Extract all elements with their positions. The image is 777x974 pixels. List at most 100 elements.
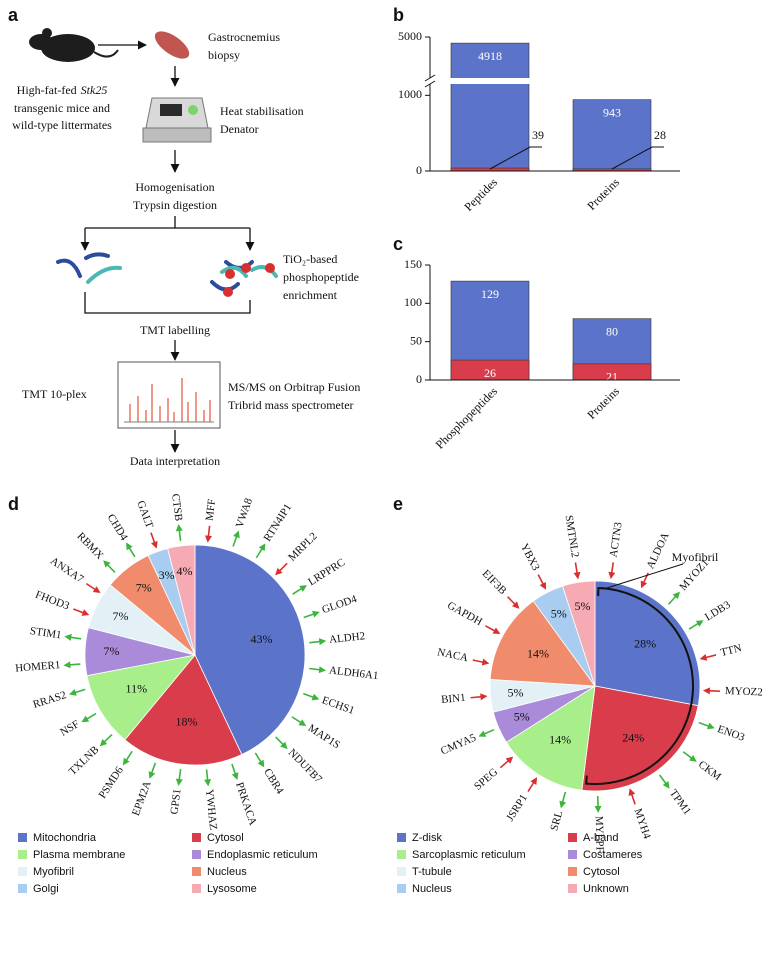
gene-label: TPM1 bbox=[667, 787, 693, 817]
regulation-arrow-head bbox=[628, 788, 636, 797]
step-text: Data interpretation bbox=[130, 454, 220, 468]
gene-label: NSF bbox=[58, 718, 81, 739]
y-tick-label: 0 bbox=[416, 372, 422, 386]
slice-label: 4% bbox=[177, 564, 193, 578]
phospho-icon bbox=[223, 263, 275, 297]
legend-swatch bbox=[18, 867, 27, 876]
legend-swatch bbox=[397, 884, 406, 893]
y-tick-label: 100 bbox=[404, 295, 422, 309]
gene-label: PSMD6 bbox=[96, 764, 126, 801]
mouse-icon bbox=[29, 28, 119, 62]
gene-label: SRL bbox=[548, 809, 565, 832]
annotation-line bbox=[605, 563, 684, 590]
step-text: MS/MS on Orbitrap Fusion bbox=[228, 380, 360, 394]
legend-swatch bbox=[192, 850, 201, 859]
regulation-arrow-head bbox=[81, 609, 90, 616]
gene-label: GLOD4 bbox=[320, 593, 358, 616]
pie-slice bbox=[489, 600, 596, 687]
panel-label: e bbox=[393, 494, 403, 514]
legend-label: Cytosol bbox=[583, 866, 620, 878]
regulation-arrow-head bbox=[318, 638, 327, 646]
y-tick-label: 0 bbox=[416, 163, 422, 177]
gene-label: MFF bbox=[204, 498, 218, 521]
slice-label: 7% bbox=[136, 581, 152, 595]
legend-label: Mitochondria bbox=[33, 832, 97, 844]
gene-name: Stk25 bbox=[81, 83, 108, 97]
regulation-arrow-head bbox=[539, 581, 546, 590]
gene-label: SMTNL2 bbox=[563, 514, 582, 558]
legend-swatch bbox=[18, 884, 27, 893]
legend-swatch bbox=[192, 833, 201, 842]
regulation-arrow-head bbox=[594, 805, 602, 813]
y-tick-label: 150 bbox=[404, 257, 422, 271]
regulation-arrow-head bbox=[69, 689, 77, 696]
gene-label: NDUFB7 bbox=[286, 747, 325, 786]
gene-label: EPM2A bbox=[130, 779, 154, 817]
gene-label: HOMER1 bbox=[15, 659, 61, 675]
callout-line bbox=[489, 146, 542, 170]
regulation-arrow-head bbox=[92, 586, 101, 593]
value-label: 21 bbox=[606, 370, 618, 384]
step-text: Trypsin digestion bbox=[133, 198, 217, 212]
slice-label: 24% bbox=[622, 730, 644, 744]
slice-label: 5% bbox=[575, 599, 591, 613]
gene-label: YBX3 bbox=[518, 542, 542, 573]
regulation-arrow-head bbox=[151, 540, 158, 549]
bracket bbox=[585, 587, 694, 785]
step-text: Gastrocnemius bbox=[208, 30, 280, 44]
device-icon bbox=[142, 97, 212, 143]
slice-label: 14% bbox=[549, 733, 571, 747]
regulation-arrow-head bbox=[640, 580, 648, 589]
gene-label: MYLPF bbox=[593, 816, 606, 853]
pie-slice bbox=[505, 685, 596, 791]
slice-label: 7% bbox=[113, 609, 129, 623]
legend-swatch bbox=[397, 850, 406, 859]
axis-break-mark bbox=[424, 80, 436, 88]
regulation-arrow-head bbox=[608, 571, 616, 580]
regulation-arrow-head bbox=[175, 778, 183, 786]
gene-label: TXLNB bbox=[67, 744, 102, 778]
regulation-arrow-head bbox=[512, 601, 520, 609]
regulation-arrow-head bbox=[481, 658, 490, 666]
gene-label: GPS1 bbox=[168, 788, 183, 815]
regulation-arrow-head bbox=[505, 756, 514, 764]
regulation-arrow-head bbox=[257, 759, 265, 768]
regulation-arrow-head bbox=[175, 524, 183, 532]
regulation-arrow-head bbox=[280, 741, 288, 750]
y-tick-label: 50 bbox=[410, 333, 422, 347]
value-label: 39 bbox=[532, 128, 544, 142]
legend-label: Unknown bbox=[583, 883, 629, 895]
legend-swatch bbox=[18, 850, 27, 859]
regulation-arrow-head bbox=[299, 585, 308, 592]
gene-label: FHOD3 bbox=[34, 589, 72, 613]
step-text: TiO₂-based bbox=[283, 252, 337, 266]
regulation-arrow-head bbox=[559, 800, 567, 809]
step-text: TMT labelling bbox=[140, 323, 210, 337]
pie-slice bbox=[124, 654, 243, 766]
regulation-arrow-head bbox=[530, 777, 538, 785]
branch-line bbox=[85, 216, 250, 229]
pie-slice bbox=[594, 580, 701, 707]
regulation-arrow-head bbox=[706, 722, 715, 730]
regulation-arrow-head bbox=[231, 772, 239, 781]
gene-label: GAPDH bbox=[445, 599, 484, 628]
gene-label: ANXA7 bbox=[48, 555, 86, 586]
regulation-arrow-head bbox=[258, 543, 266, 552]
x-tick-label: Proteins bbox=[584, 175, 622, 213]
regulation-arrow-head bbox=[478, 730, 487, 737]
regulation-arrow-head bbox=[148, 771, 156, 779]
slice-label: 43% bbox=[251, 632, 273, 646]
regulation-arrow-head bbox=[312, 610, 320, 618]
regulation-arrow-head bbox=[298, 719, 307, 727]
gene-label: CHD4 bbox=[105, 512, 131, 543]
regulation-arrow-head bbox=[702, 687, 711, 695]
bar bbox=[450, 42, 530, 172]
step-text: TMT 10-plex bbox=[22, 387, 87, 401]
legend-swatch bbox=[568, 867, 577, 876]
mice-label: High-fat-fed Stk25 bbox=[17, 83, 108, 97]
legend-swatch bbox=[397, 833, 406, 842]
regulation-arrow-head bbox=[573, 571, 581, 580]
regulation-arrow-head bbox=[311, 693, 320, 701]
y-tick-label: 5000 bbox=[398, 29, 422, 43]
value-label: 943 bbox=[603, 105, 621, 119]
